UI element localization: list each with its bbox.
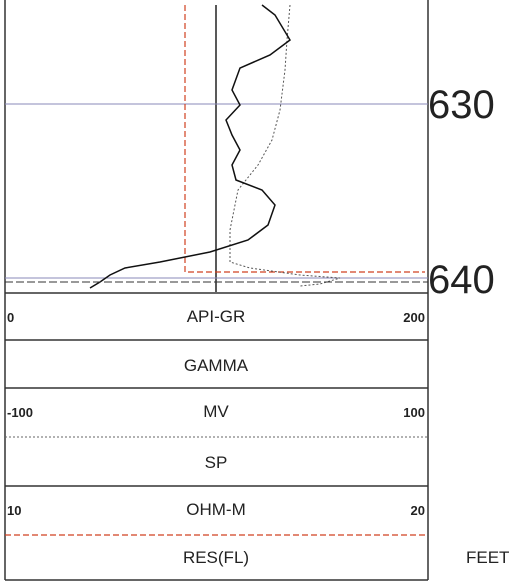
gamma-curve: [89, 4, 291, 289]
track-name: API-GR: [187, 307, 246, 326]
scale-left: 10: [7, 503, 21, 518]
track-name: SP: [205, 453, 228, 472]
units-label: FEET: [466, 548, 509, 567]
scale-right: 20: [411, 503, 425, 518]
scale-right: 200: [403, 310, 425, 325]
track-name: MV: [203, 402, 229, 421]
depth-label: 640: [428, 258, 495, 302]
scale-left: 0: [7, 310, 14, 325]
resistivity-curve: [184, 5, 425, 273]
header-grid: [5, 292, 428, 581]
track-name: OHM-M: [186, 500, 245, 519]
sp-curve: [229, 4, 341, 287]
scale-left: -100: [7, 405, 33, 420]
track-name: RES(FL): [183, 548, 249, 567]
scale-right: 100: [403, 405, 425, 420]
depth-label: 630: [428, 83, 495, 127]
track-name: GAMMA: [184, 356, 249, 375]
